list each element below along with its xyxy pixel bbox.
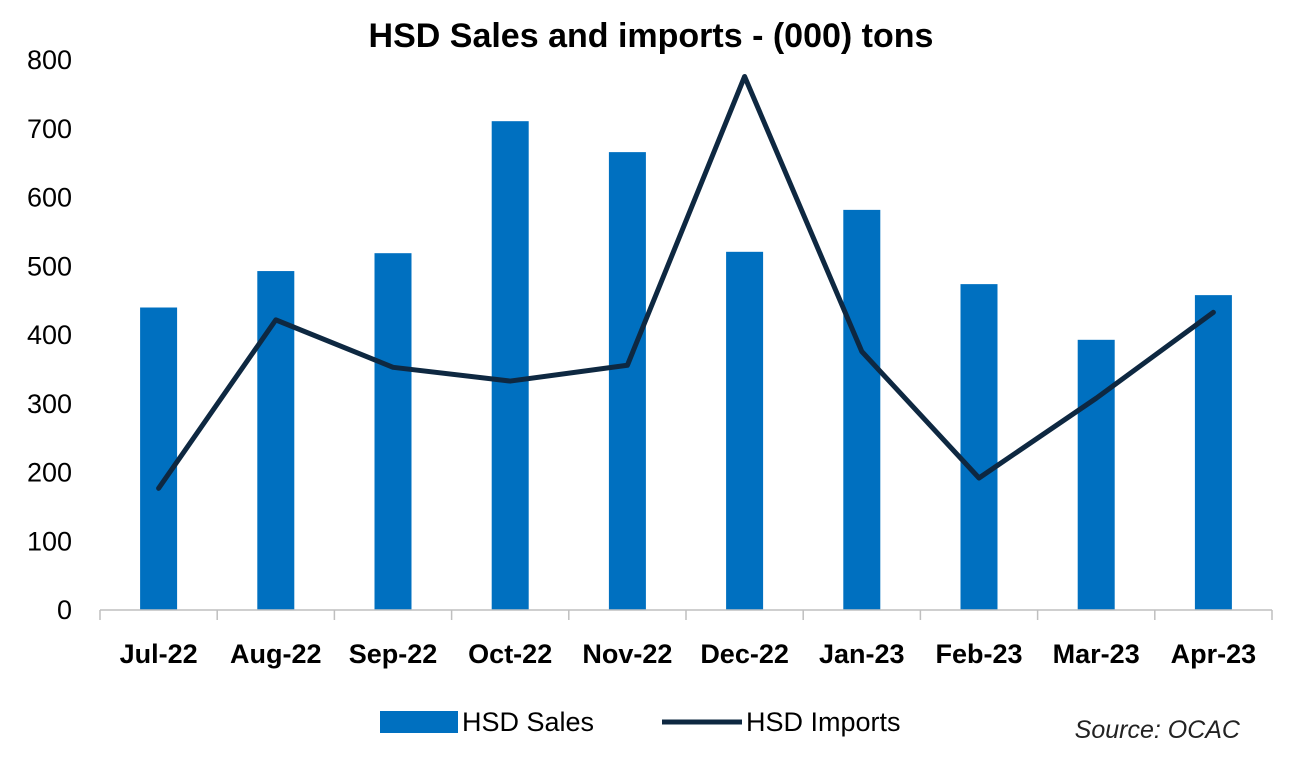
y-axis: 0 100 200 300 400 500 600 700 800 xyxy=(27,45,72,625)
legend-label-imports: HSD Imports xyxy=(746,707,901,737)
legend-swatch-sales xyxy=(380,711,458,733)
y-tick-label: 0 xyxy=(57,595,72,625)
x-tick-label: Feb-23 xyxy=(935,639,1022,669)
bar-hsd-sales xyxy=(726,251,764,610)
bar-hsd-sales xyxy=(960,284,998,610)
x-tick-label: Dec-22 xyxy=(700,639,789,669)
x-axis: Jul-22 Aug-22 Sep-22 Oct-22 Nov-22 Dec-22 Jan-… xyxy=(120,639,1257,669)
bar-hsd-sales xyxy=(1194,295,1232,610)
bar-hsd-sales xyxy=(374,253,412,610)
source-note: Source: OCAC xyxy=(1075,716,1241,744)
y-tick-label: 700 xyxy=(27,114,72,144)
legend-label-sales: HSD Sales xyxy=(462,707,594,737)
bar-hsd-sales xyxy=(140,307,178,610)
bar-hsd-sales xyxy=(491,121,529,610)
x-tick-label: Nov-22 xyxy=(582,639,672,669)
x-tick-label: Mar-23 xyxy=(1053,639,1140,669)
x-tick-label: Sep-22 xyxy=(349,639,438,669)
y-tick-label: 800 xyxy=(27,45,72,75)
x-tick-marks xyxy=(99,610,1273,620)
x-tick-label: Oct-22 xyxy=(468,639,552,669)
x-tick-label: Aug-22 xyxy=(230,639,322,669)
y-tick-label: 200 xyxy=(27,458,72,488)
y-tick-label: 400 xyxy=(27,320,72,350)
y-tick-label: 300 xyxy=(27,389,72,419)
x-tick-label: Jul-22 xyxy=(120,639,198,669)
bar-series xyxy=(140,121,1232,610)
chart-title: HSD Sales and imports - (000) tons xyxy=(369,17,934,55)
bar-hsd-sales xyxy=(1077,339,1115,610)
imports-line xyxy=(156,74,1216,491)
x-tick-label: Jan-23 xyxy=(819,639,905,669)
bar-hsd-sales xyxy=(608,152,646,610)
y-tick-label: 100 xyxy=(27,526,72,556)
y-tick-label: 600 xyxy=(27,183,72,213)
y-tick-label: 500 xyxy=(27,251,72,281)
bar-hsd-sales xyxy=(843,209,881,610)
legend: HSD Sales HSD Imports xyxy=(380,707,901,737)
x-tick-label: Apr-23 xyxy=(1171,639,1257,669)
